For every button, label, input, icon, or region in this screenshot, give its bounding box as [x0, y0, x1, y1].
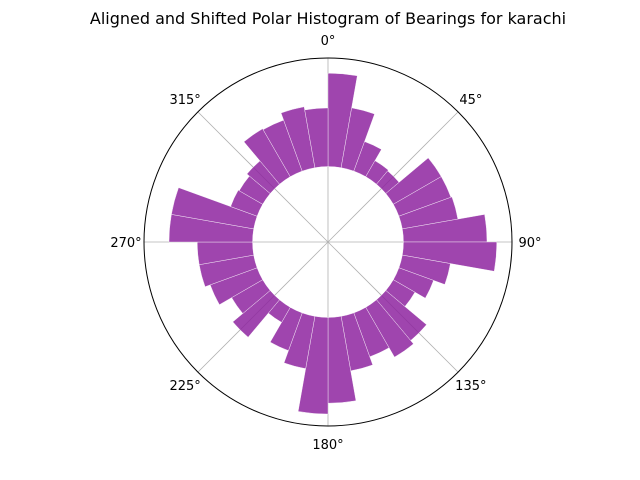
histogram-bar: [398, 254, 451, 285]
angle-tick-label: 225°: [169, 379, 200, 394]
histogram-bar: [304, 107, 329, 168]
histogram-bar: [230, 189, 263, 217]
histogram-bar: [232, 290, 280, 338]
chart-title: Aligned and Shifted Polar Histogram of B…: [90, 9, 566, 28]
histogram-bar: [353, 141, 382, 177]
polar-frame: [143, 57, 513, 427]
histogram-bar: [365, 160, 389, 185]
histogram-bar: [365, 299, 414, 358]
angle-tick-label: 180°: [312, 438, 343, 453]
angle-tick-label: 270°: [110, 236, 141, 251]
angle-tick-label: 0°: [321, 34, 336, 49]
angle-tick-label: 45°: [459, 93, 482, 108]
angle-tick-label: 315°: [169, 93, 200, 108]
angle-tick-label: 135°: [455, 379, 486, 394]
histogram-bar: [393, 267, 434, 299]
histogram-bar: [297, 316, 329, 415]
histogram-bar: [280, 106, 316, 172]
histogram-bar: [402, 241, 498, 272]
angle-tick-label: 90°: [518, 236, 541, 251]
histogram-bar: [269, 307, 303, 351]
histogram-bar: [283, 312, 316, 369]
angle-tick-labels: 0° 45° 90° 135° 180° 225° 270° 315°: [110, 34, 541, 453]
histogram-bar: [327, 72, 358, 168]
histogram-bar: [171, 187, 258, 230]
histogram-bar: [243, 128, 291, 185]
histogram-bar: [340, 107, 375, 172]
histogram-bars: [168, 72, 498, 415]
